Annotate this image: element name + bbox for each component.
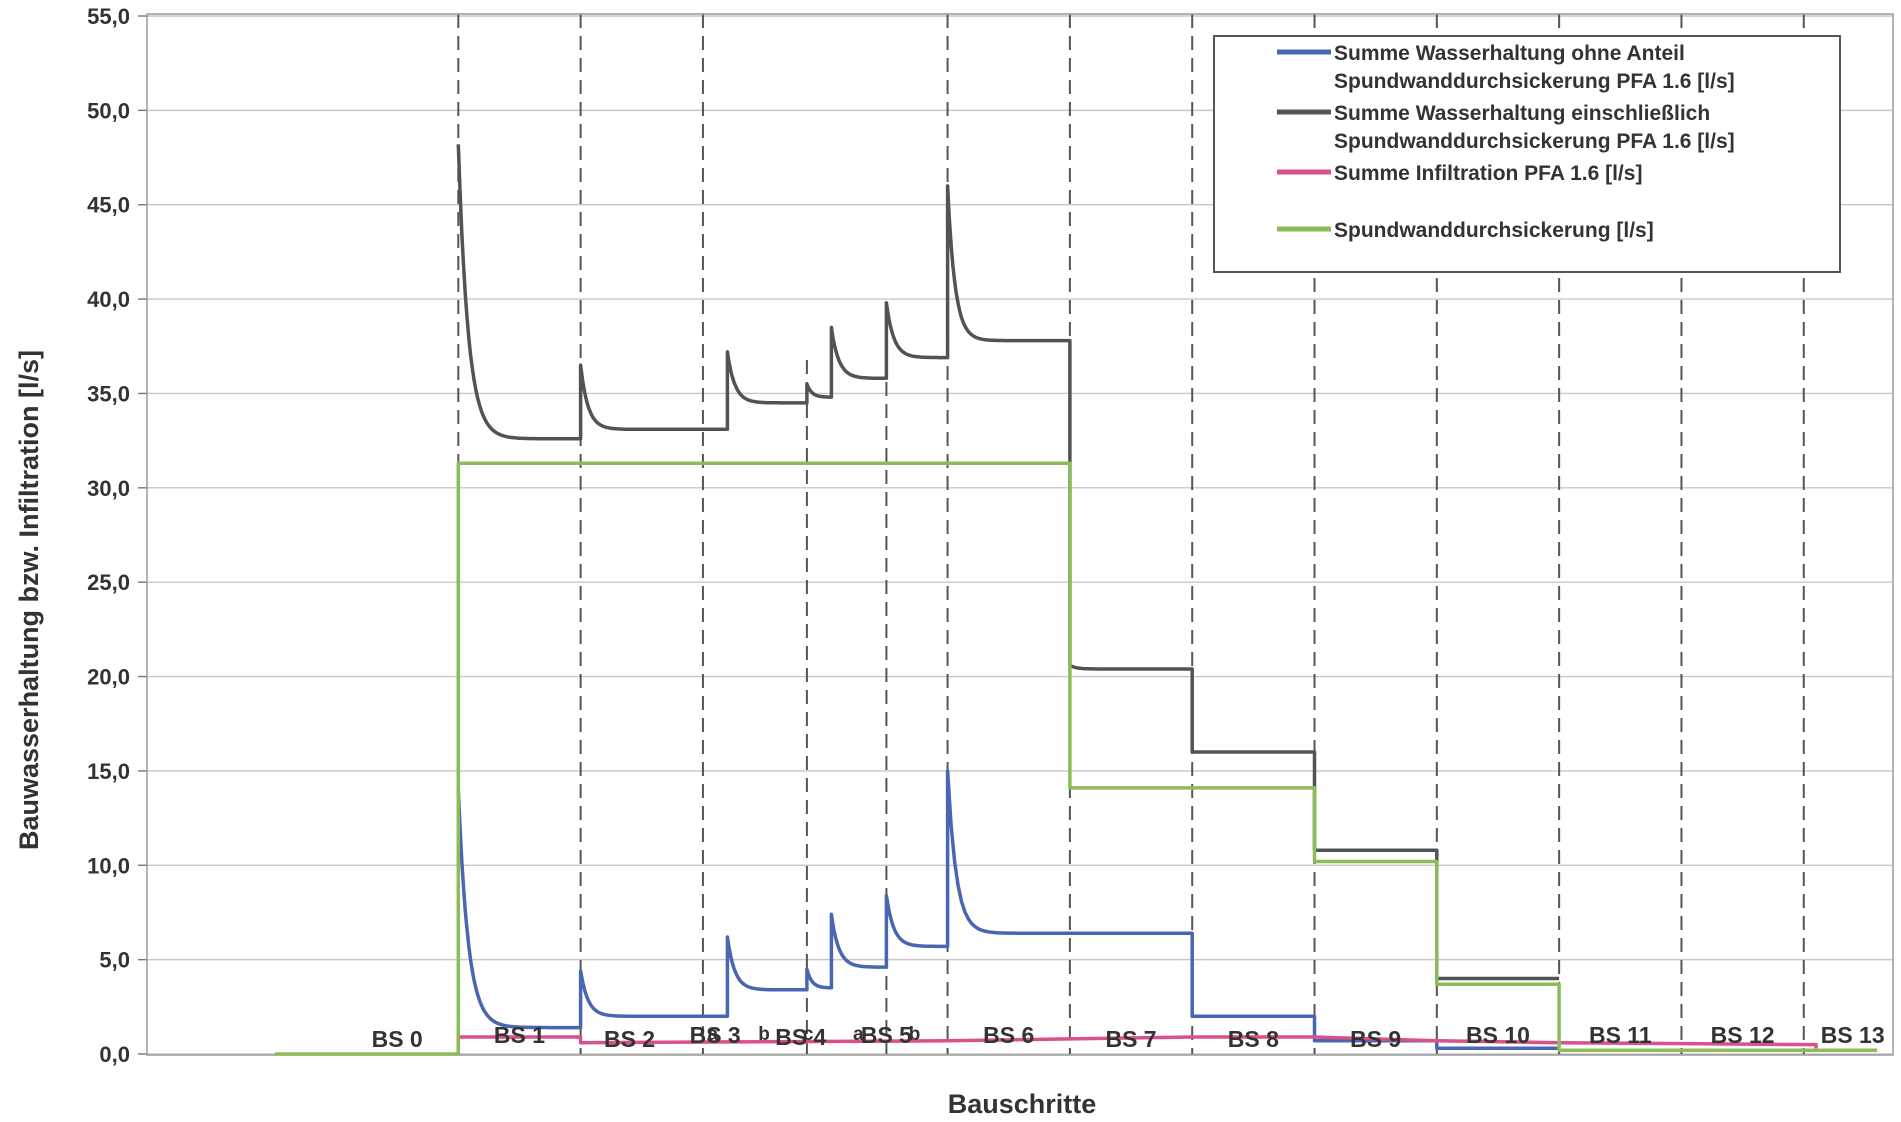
sub-step-label: a xyxy=(707,1024,718,1045)
legend-entry-dark-line2: Spundwanddurchsickerung PFA 1.6 [l/s] xyxy=(1334,130,1735,153)
y-tick-label: 15,0 xyxy=(87,759,130,784)
step-label: BS 10 xyxy=(1466,1022,1530,1048)
y-tick-label: 55,0 xyxy=(87,4,130,29)
step-label: BS 12 xyxy=(1711,1022,1775,1048)
y-tick-label: 10,0 xyxy=(87,853,130,878)
series-line-1 xyxy=(456,144,1560,981)
sub-step-label: a xyxy=(853,1024,864,1045)
y-tick-label: 25,0 xyxy=(87,570,130,595)
sub-step-label: b xyxy=(758,1024,770,1045)
series-layer xyxy=(274,144,1878,1056)
legend-entry-blue-line1: Summe Wasserhaltung ohne Anteil xyxy=(1334,42,1685,65)
legend-entry-dark-line1: Summe Wasserhaltung einschließlich xyxy=(1334,102,1710,125)
step-labels: BS 0 BS 1 BS 2 BS 3 BS 4 BS 5 BS 6 BS 7 BS 8 BS 9… xyxy=(372,1022,1885,1052)
legend-entry-blue-line2: Spundwanddurchsickerung PFA 1.6 [l/s] xyxy=(1334,70,1735,93)
x-axis-title: Bauschritte xyxy=(948,1089,1097,1119)
y-axis-tick-labels: 0,0 5,0 10,0 15,0 20,0 25,0 30,0 35,0 40,0 45,0 50… xyxy=(87,4,130,1067)
y-tick-label: 50,0 xyxy=(87,98,130,123)
series-line-3 xyxy=(274,461,1878,1056)
legend-entry-pink: Summe Infiltration PFA 1.6 [l/s] xyxy=(1334,162,1642,185)
step-label: BS 11 xyxy=(1589,1022,1652,1048)
step-label: BS 0 xyxy=(372,1026,423,1052)
y-tick-label: 5,0 xyxy=(99,948,130,973)
series-line-2 xyxy=(456,1035,1818,1054)
step-label: BS 8 xyxy=(1228,1026,1279,1052)
legend: Summe Wasserhaltung ohne Anteil Spundwan… xyxy=(1213,35,1841,273)
step-label: BS 7 xyxy=(1105,1026,1156,1052)
step-label: BS 13 xyxy=(1821,1022,1885,1048)
legend-entry-green: Spundwanddurchsickerung [l/s] xyxy=(1334,219,1654,242)
step-label: BS 3 xyxy=(690,1022,741,1048)
y-tick-label: 30,0 xyxy=(87,476,130,501)
y-tick-label: 20,0 xyxy=(87,665,130,690)
legend-box xyxy=(1213,35,1841,273)
step-label: BS 2 xyxy=(604,1026,655,1052)
y-tick-label: 40,0 xyxy=(87,287,130,312)
step-label: BS 4 xyxy=(775,1024,826,1050)
step-label: BS 9 xyxy=(1350,1026,1401,1052)
y-tick-label: 35,0 xyxy=(87,381,130,406)
y-tick-label: 45,0 xyxy=(87,193,130,218)
step-label: BS 5 xyxy=(861,1022,912,1048)
series-line-0 xyxy=(456,769,1560,1051)
step-label: BS 1 xyxy=(494,1022,545,1048)
plot-area-frame xyxy=(146,13,1894,1056)
step-label: BS 6 xyxy=(983,1022,1034,1048)
sub-step-label: b xyxy=(909,1024,921,1045)
y-axis-title: Bauwasserhaltung bzw. Infiltration [l/s] xyxy=(14,350,44,850)
y-tick-label: 0,0 xyxy=(99,1042,130,1067)
sub-step-label: c xyxy=(803,1024,814,1045)
